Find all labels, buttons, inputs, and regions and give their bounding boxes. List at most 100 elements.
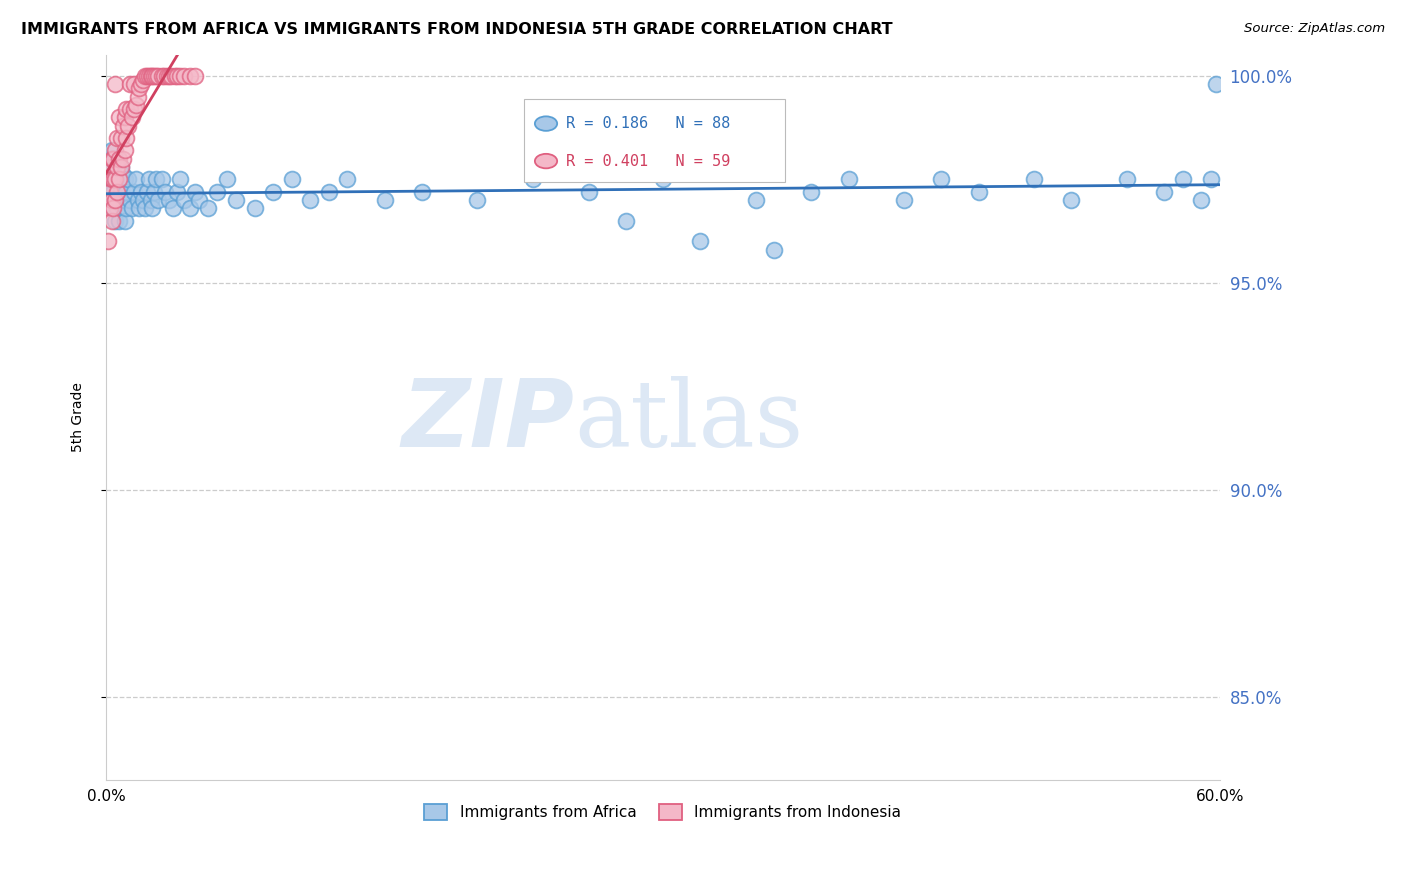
Point bbox=[103, 152, 125, 166]
Point bbox=[100, 160, 122, 174]
Text: IMMIGRANTS FROM AFRICA VS IMMIGRANTS FROM INDONESIA 5TH GRADE CORRELATION CHART: IMMIGRANTS FROM AFRICA VS IMMIGRANTS FRO… bbox=[21, 22, 893, 37]
Point bbox=[105, 185, 128, 199]
Point bbox=[108, 213, 131, 227]
Point bbox=[104, 193, 127, 207]
Point bbox=[108, 172, 131, 186]
Point bbox=[122, 185, 145, 199]
Point bbox=[652, 172, 675, 186]
Point bbox=[336, 172, 359, 186]
Text: R = 0.401   N = 59: R = 0.401 N = 59 bbox=[567, 153, 730, 169]
Point bbox=[150, 172, 173, 186]
Point bbox=[141, 69, 163, 83]
Point bbox=[100, 144, 122, 158]
Point bbox=[115, 202, 138, 216]
Point bbox=[197, 202, 219, 216]
Point bbox=[157, 193, 180, 207]
Point bbox=[689, 235, 711, 249]
Point bbox=[139, 69, 162, 83]
Point bbox=[120, 102, 142, 116]
Point bbox=[104, 172, 127, 186]
Point bbox=[110, 160, 132, 174]
Point bbox=[114, 193, 136, 207]
Point bbox=[104, 193, 127, 207]
Point bbox=[1205, 77, 1227, 91]
Point bbox=[100, 193, 122, 207]
Point bbox=[104, 144, 127, 158]
Point bbox=[134, 202, 156, 216]
Point bbox=[105, 185, 128, 199]
Point bbox=[138, 172, 160, 186]
Point bbox=[114, 172, 136, 186]
Point bbox=[103, 202, 125, 216]
Point bbox=[115, 185, 138, 199]
Point bbox=[243, 202, 266, 216]
Point bbox=[103, 172, 125, 186]
Point bbox=[135, 69, 157, 83]
Point bbox=[110, 185, 132, 199]
Point bbox=[103, 172, 125, 186]
Point bbox=[114, 144, 136, 158]
Point bbox=[967, 185, 990, 199]
Point bbox=[745, 193, 768, 207]
Point bbox=[318, 185, 340, 199]
Point bbox=[173, 193, 195, 207]
Point bbox=[215, 172, 238, 186]
Point bbox=[157, 69, 180, 83]
Point bbox=[120, 193, 142, 207]
Point bbox=[225, 193, 247, 207]
Point bbox=[111, 202, 134, 216]
Point bbox=[122, 102, 145, 116]
Point bbox=[132, 73, 155, 87]
Point bbox=[143, 185, 166, 199]
Point bbox=[121, 202, 143, 216]
Point bbox=[105, 202, 128, 216]
Point bbox=[120, 77, 142, 91]
Text: R = 0.186   N = 88: R = 0.186 N = 88 bbox=[567, 116, 730, 131]
Point bbox=[108, 110, 131, 124]
Point bbox=[145, 172, 167, 186]
FancyBboxPatch shape bbox=[524, 99, 786, 182]
Point bbox=[838, 172, 860, 186]
Point bbox=[98, 152, 121, 166]
Point bbox=[1153, 185, 1175, 199]
Point bbox=[127, 193, 149, 207]
Point bbox=[169, 172, 191, 186]
Point bbox=[150, 69, 173, 83]
Point bbox=[141, 202, 163, 216]
Point bbox=[97, 172, 120, 186]
Point bbox=[110, 131, 132, 145]
Point bbox=[114, 110, 136, 124]
Point bbox=[1024, 172, 1046, 186]
Point bbox=[128, 202, 150, 216]
Point bbox=[135, 185, 157, 199]
Point bbox=[105, 131, 128, 145]
Point bbox=[1116, 172, 1139, 186]
Point bbox=[145, 69, 167, 83]
Point bbox=[104, 172, 127, 186]
Text: Source: ZipAtlas.com: Source: ZipAtlas.com bbox=[1244, 22, 1385, 36]
Point bbox=[111, 168, 134, 182]
Point bbox=[166, 185, 188, 199]
Point bbox=[128, 81, 150, 95]
Point bbox=[1060, 193, 1083, 207]
Point bbox=[105, 160, 128, 174]
Point bbox=[134, 69, 156, 83]
Point bbox=[121, 110, 143, 124]
Point bbox=[100, 193, 122, 207]
Point bbox=[111, 119, 134, 133]
Point bbox=[132, 193, 155, 207]
Point bbox=[103, 185, 125, 199]
Point bbox=[122, 77, 145, 91]
Point bbox=[578, 185, 600, 199]
Point bbox=[98, 160, 121, 174]
Text: atlas: atlas bbox=[574, 376, 803, 466]
Point bbox=[111, 152, 134, 166]
Point bbox=[125, 172, 148, 186]
Point bbox=[179, 69, 201, 83]
Point bbox=[280, 172, 302, 186]
Point bbox=[207, 185, 229, 199]
Point bbox=[98, 202, 121, 216]
Point bbox=[117, 119, 139, 133]
Point bbox=[100, 213, 122, 227]
Point bbox=[98, 185, 121, 199]
